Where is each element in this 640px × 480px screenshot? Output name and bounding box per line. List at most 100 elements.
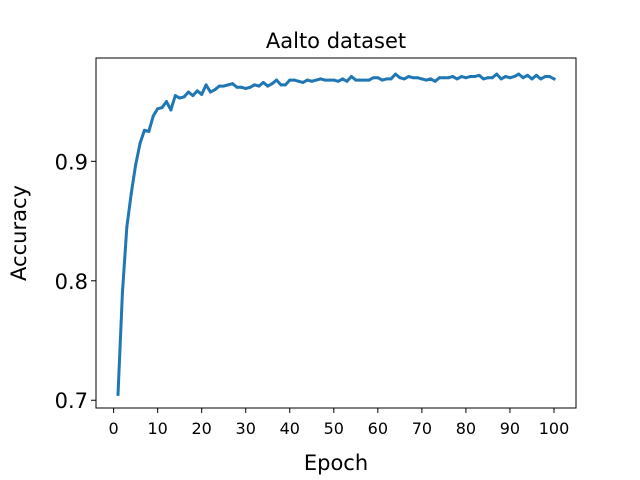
data-point [371, 76, 375, 80]
data-point [151, 114, 155, 118]
data-point [270, 82, 274, 86]
data-point [279, 83, 283, 87]
data-point [389, 77, 393, 81]
data-point [239, 85, 243, 89]
data-point [468, 75, 472, 79]
data-point [156, 107, 160, 111]
data-point [504, 75, 508, 79]
data-point [508, 76, 512, 80]
data-point [327, 78, 331, 82]
data-point [385, 77, 389, 81]
data-point [490, 76, 494, 80]
data-point [539, 77, 543, 81]
data-point [261, 80, 265, 84]
data-point [178, 96, 182, 100]
data-point [341, 77, 345, 81]
data-point [495, 72, 499, 76]
data-point [363, 78, 367, 82]
data-point [530, 77, 534, 81]
data-point [160, 106, 164, 110]
data-point [402, 77, 406, 81]
data-point [354, 78, 358, 82]
data-point [380, 78, 384, 82]
data-point [138, 141, 142, 145]
data-point [473, 75, 477, 79]
data-point [288, 78, 292, 82]
data-point [451, 75, 455, 79]
data-point [266, 84, 270, 88]
data-point [120, 291, 124, 295]
y-tick-label: 0.8 [55, 270, 88, 294]
x-tick-label: 30 [236, 419, 256, 438]
data-point [464, 76, 468, 80]
data-point [129, 192, 133, 196]
x-tick-label: 70 [412, 419, 432, 438]
data-point [437, 76, 441, 80]
data-point [349, 75, 353, 79]
data-point [292, 78, 296, 82]
data-point [521, 76, 525, 80]
data-point [248, 85, 252, 89]
data-point [195, 89, 199, 93]
data-point [512, 75, 516, 79]
data-point [134, 163, 138, 167]
data-point [310, 79, 314, 83]
data-point [420, 77, 424, 81]
x-tick-label: 40 [280, 419, 300, 438]
x-tick-label: 50 [324, 419, 344, 438]
data-point [173, 94, 177, 98]
data-point [297, 79, 301, 83]
data-point [429, 77, 433, 81]
y-tick-label: 0.9 [55, 150, 88, 174]
data-point [213, 88, 217, 92]
data-point [253, 83, 257, 87]
data-point [204, 83, 208, 87]
data-point [142, 128, 146, 132]
data-point [164, 100, 168, 104]
y-axis-label: Accuracy [7, 185, 31, 281]
data-point [398, 76, 402, 80]
data-point [455, 77, 459, 81]
data-point [226, 83, 230, 87]
data-point [222, 84, 226, 88]
data-point [460, 75, 463, 79]
x-tick-label: 80 [456, 419, 476, 438]
data-point [231, 82, 235, 86]
data-point [407, 75, 411, 79]
data-point [323, 78, 327, 82]
y-axis: 0.7 0.8 0.9 [55, 150, 96, 413]
data-point [314, 78, 318, 82]
data-point [209, 90, 212, 94]
data-point [301, 80, 305, 84]
x-axis: 0 10 20 30 40 50 60 70 80 90 100 [109, 408, 569, 438]
data-point [186, 90, 190, 94]
data-point [499, 77, 503, 81]
data-point [336, 79, 340, 83]
x-axis-label: Epoch [304, 451, 368, 475]
data-point [147, 129, 151, 133]
data-point [182, 95, 186, 99]
data-point [319, 77, 323, 81]
x-tick-label: 60 [368, 419, 388, 438]
data-point [376, 76, 380, 80]
axes-frame [95, 57, 577, 409]
data-point [305, 78, 309, 82]
data-point [191, 94, 195, 98]
y-tick-label: 0.7 [55, 389, 88, 413]
data-point [534, 73, 538, 77]
chart-title: Aalto dataset [266, 29, 406, 53]
data-point [200, 92, 204, 96]
data-point [433, 79, 437, 83]
data-point [235, 85, 239, 89]
data-point [367, 78, 371, 82]
data-point [393, 72, 397, 76]
data-point [345, 79, 349, 83]
data-point [482, 77, 486, 81]
data-point [358, 78, 362, 82]
data-point [275, 78, 279, 82]
data-point [411, 76, 415, 80]
data-point [486, 76, 490, 80]
x-tick-label: 0 [109, 419, 119, 438]
data-point [446, 76, 450, 80]
